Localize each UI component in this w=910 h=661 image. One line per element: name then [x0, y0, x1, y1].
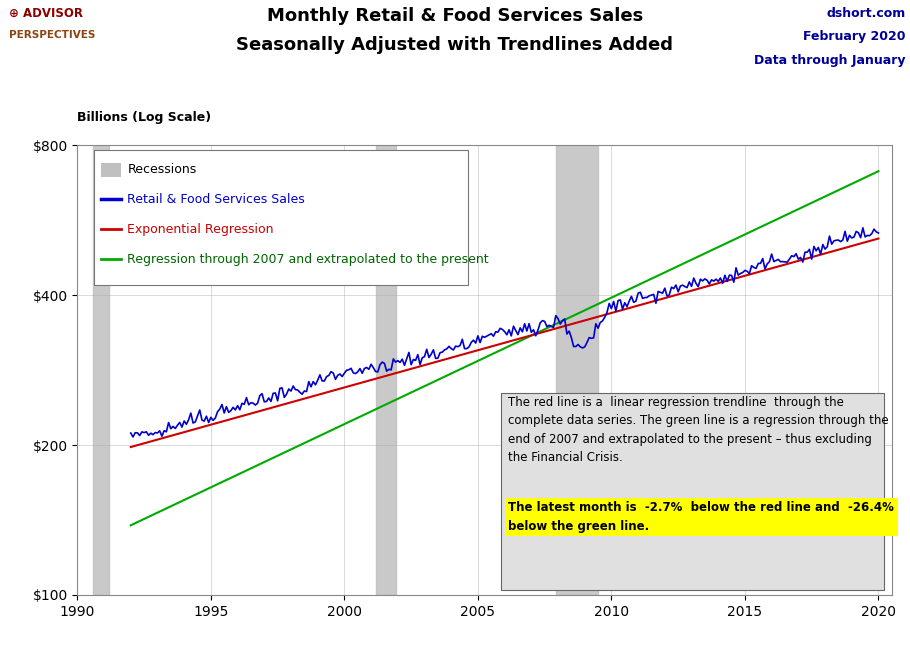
Bar	[376, 145, 396, 595]
Text: Data through January: Data through January	[754, 54, 905, 67]
Text: Monthly Retail & Food Services Sales: Monthly Retail & Food Services Sales	[267, 7, 643, 24]
Text: Seasonally Adjusted with Trendlines Added: Seasonally Adjusted with Trendlines Adde…	[237, 36, 673, 54]
Text: Recessions: Recessions	[127, 163, 197, 176]
Text: Billions (Log Scale): Billions (Log Scale)	[77, 111, 211, 124]
Text: PERSPECTIVES: PERSPECTIVES	[9, 30, 96, 40]
Bar	[93, 145, 108, 595]
Text: The latest month is  -2.7%  below the red line and  -26.4%
below the green line.: The latest month is -2.7% below the red …	[508, 501, 894, 533]
Bar	[556, 145, 598, 595]
Text: dshort.com: dshort.com	[826, 7, 905, 20]
Text: Exponential Regression: Exponential Regression	[127, 223, 274, 236]
Text: The red line is a  linear regression trendline  through the
complete data series: The red line is a linear regression tren…	[508, 396, 889, 465]
Text: Regression through 2007 and extrapolated to the present: Regression through 2007 and extrapolated…	[127, 253, 489, 266]
Text: Retail & Food Services Sales: Retail & Food Services Sales	[127, 193, 305, 206]
Text: ⊕ ADVISOR: ⊕ ADVISOR	[9, 7, 83, 20]
Text: February 2020: February 2020	[803, 30, 905, 43]
